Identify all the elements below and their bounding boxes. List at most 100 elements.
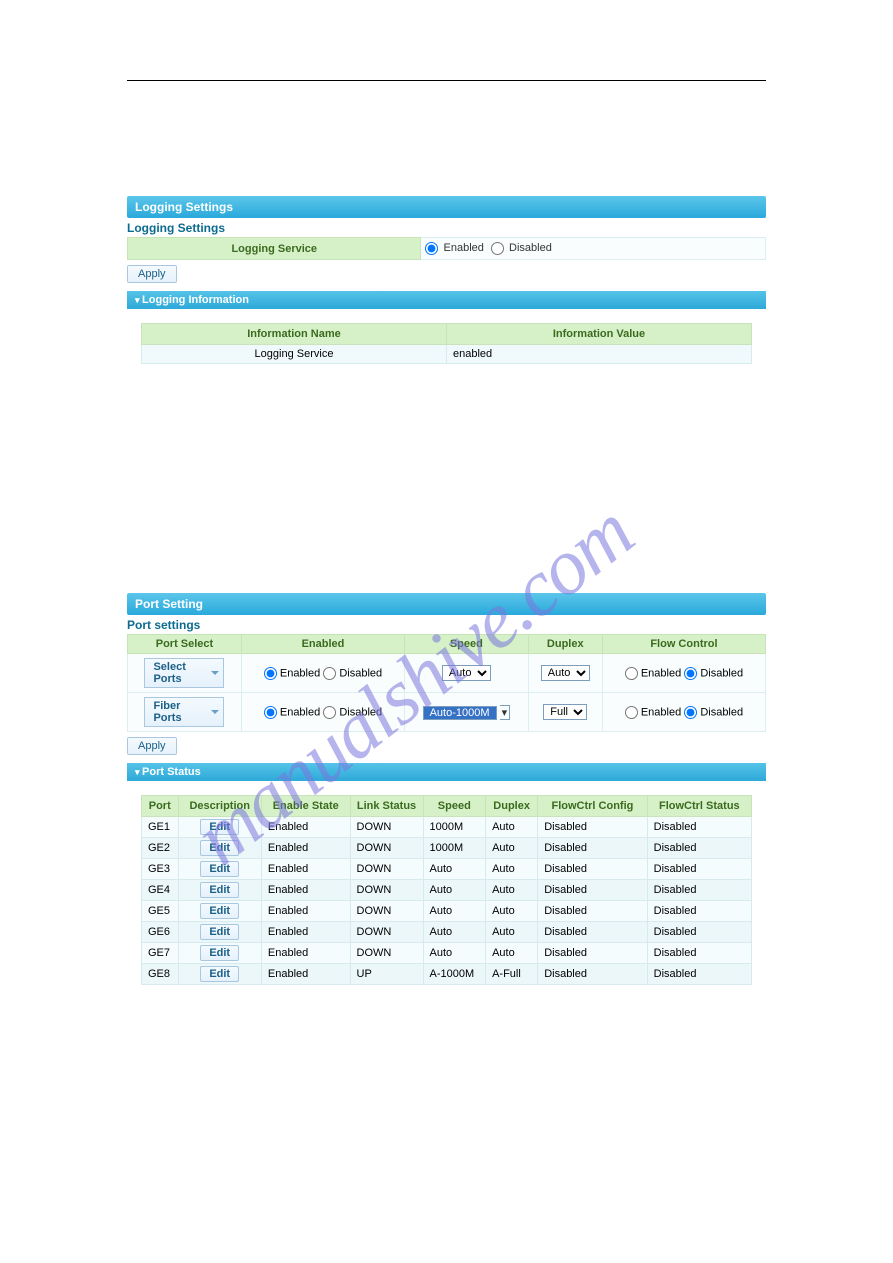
edit-button[interactable]: Edit [200,840,239,856]
cell-cfg: Disabled [538,880,647,901]
row2-speed-arrow-icon[interactable]: ▾ [500,705,511,720]
row1-flow-disabled-label: Disabled [700,667,743,679]
cell-duplex: Auto [486,859,538,880]
table-row: GE4EditEnabledDOWNAutoAutoDisabledDisabl… [142,880,752,901]
info-row-name: Logging Service [142,345,447,364]
cell-duplex: Auto [486,943,538,964]
table-row: GE7EditEnabledDOWNAutoAutoDisabledDisabl… [142,943,752,964]
port-settings-table: Port Select Enabled Speed Duplex Flow Co… [127,634,766,732]
cell-speed: Auto [423,901,486,922]
row1-duplex-select[interactable]: Auto [541,665,590,681]
logging-info-wrap: Information Name Information Value Loggi… [127,309,766,378]
st-col-enable: Enable State [261,796,350,817]
logging-disabled-radio[interactable] [491,242,504,255]
cell-cfg: Disabled [538,943,647,964]
port-sub-heading: Port settings [127,618,766,632]
st-col-cfg: FlowCtrl Config [538,796,647,817]
edit-button[interactable]: Edit [200,819,239,835]
edit-button[interactable]: Edit [200,945,239,961]
cell-cfg: Disabled [538,922,647,943]
cell-port: GE6 [142,922,179,943]
port-status-table: Port Description Enable State Link Statu… [141,795,752,985]
col-duplex: Duplex [528,635,602,654]
row2-speed-select[interactable]: Auto-1000M [423,706,497,720]
edit-button[interactable]: Edit [200,882,239,898]
cell-desc: Edit [178,943,261,964]
cell-enable: Enabled [261,901,350,922]
cell-enable: Enabled [261,859,350,880]
cell-link: DOWN [350,922,423,943]
info-row-value: enabled [447,345,752,364]
row2-flow-enabled-label: Enabled [641,706,681,718]
edit-button[interactable]: Edit [200,903,239,919]
table-row: GE2EditEnabledDOWN1000MAutoDisabledDisab… [142,838,752,859]
cell-enable: Enabled [261,880,350,901]
col-speed: Speed [405,635,529,654]
col-flow: Flow Control [602,635,765,654]
cell-speed: 1000M [423,817,486,838]
row2-duplex-select[interactable]: Full [543,704,587,720]
row1-flow-enabled-radio[interactable] [625,667,638,680]
cell-cfg: Disabled [538,901,647,922]
port-status-bar[interactable]: Port Status [127,763,766,781]
st-col-port: Port [142,796,179,817]
cell-speed: 1000M [423,838,486,859]
logging-enabled-label: Enabled [444,242,484,254]
cell-speed: Auto [423,880,486,901]
cell-cfg: Disabled [538,964,647,985]
col-enabled: Enabled [241,635,404,654]
cell-port: GE4 [142,880,179,901]
cell-enable: Enabled [261,817,350,838]
fiber-ports-dropdown[interactable]: Fiber Ports [144,697,224,727]
table-row: GE8EditEnabledUPA-1000MA-FullDisabledDis… [142,964,752,985]
port-apply-button[interactable]: Apply [127,737,177,755]
st-col-speed: Speed [423,796,486,817]
cell-status: Disabled [647,943,751,964]
cell-status: Disabled [647,817,751,838]
cell-port: GE7 [142,943,179,964]
row2-disabled-radio[interactable] [323,706,336,719]
cell-desc: Edit [178,880,261,901]
cell-link: DOWN [350,880,423,901]
cell-port: GE2 [142,838,179,859]
cell-link: UP [350,964,423,985]
row1-speed-select[interactable]: Auto [442,665,491,681]
logging-service-cell: Enabled Disabled [421,238,766,260]
select-ports-dropdown[interactable]: Select Ports [144,658,224,688]
cell-speed: Auto [423,943,486,964]
cell-desc: Edit [178,901,261,922]
edit-button[interactable]: Edit [200,861,239,877]
row1-flow-disabled-radio[interactable] [684,667,697,680]
st-col-status: FlowCtrl Status [647,796,751,817]
cell-speed: Auto [423,859,486,880]
logging-sub-heading: Logging Settings [127,221,766,235]
cell-link: DOWN [350,859,423,880]
cell-enable: Enabled [261,922,350,943]
row2-enabled-radio[interactable] [264,706,277,719]
cell-duplex: Auto [486,880,538,901]
logging-info-bar[interactable]: Logging Information [127,291,766,309]
table-row: GE5EditEnabledDOWNAutoAutoDisabledDisabl… [142,901,752,922]
row2-flow-enabled-radio[interactable] [625,706,638,719]
row2-flow-disabled-radio[interactable] [684,706,697,719]
edit-button[interactable]: Edit [200,966,239,982]
cell-port: GE3 [142,859,179,880]
cell-link: DOWN [350,901,423,922]
cell-duplex: Auto [486,817,538,838]
cell-desc: Edit [178,922,261,943]
st-col-desc: Description [178,796,261,817]
logging-disabled-label: Disabled [509,242,552,254]
row1-enabled-radio[interactable] [264,667,277,680]
cell-link: DOWN [350,943,423,964]
cell-link: DOWN [350,838,423,859]
row2-enabled-label: Enabled [280,706,320,718]
row1-disabled-label: Disabled [339,667,382,679]
logging-apply-button[interactable]: Apply [127,265,177,283]
cell-enable: Enabled [261,838,350,859]
row1-disabled-radio[interactable] [323,667,336,680]
edit-button[interactable]: Edit [200,924,239,940]
cell-duplex: Auto [486,838,538,859]
cell-desc: Edit [178,859,261,880]
cell-status: Disabled [647,838,751,859]
logging-enabled-radio[interactable] [425,242,438,255]
